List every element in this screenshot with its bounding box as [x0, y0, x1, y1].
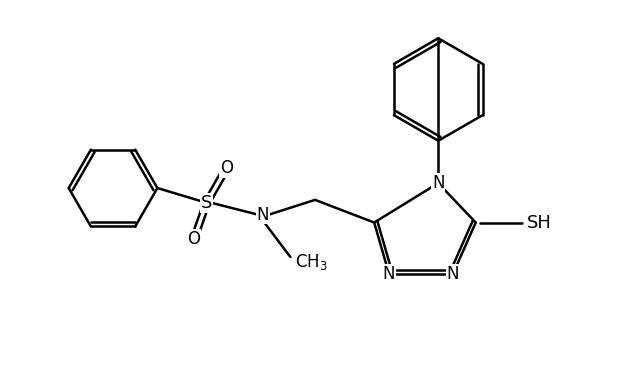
Text: N: N	[432, 174, 445, 192]
Text: N: N	[447, 265, 460, 283]
Text: N: N	[383, 265, 396, 283]
Text: SH: SH	[527, 214, 552, 232]
Text: O: O	[220, 159, 233, 177]
Text: CH$_3$: CH$_3$	[296, 252, 328, 272]
Text: O: O	[188, 230, 200, 248]
Text: S: S	[201, 194, 212, 212]
Text: N: N	[257, 206, 269, 224]
